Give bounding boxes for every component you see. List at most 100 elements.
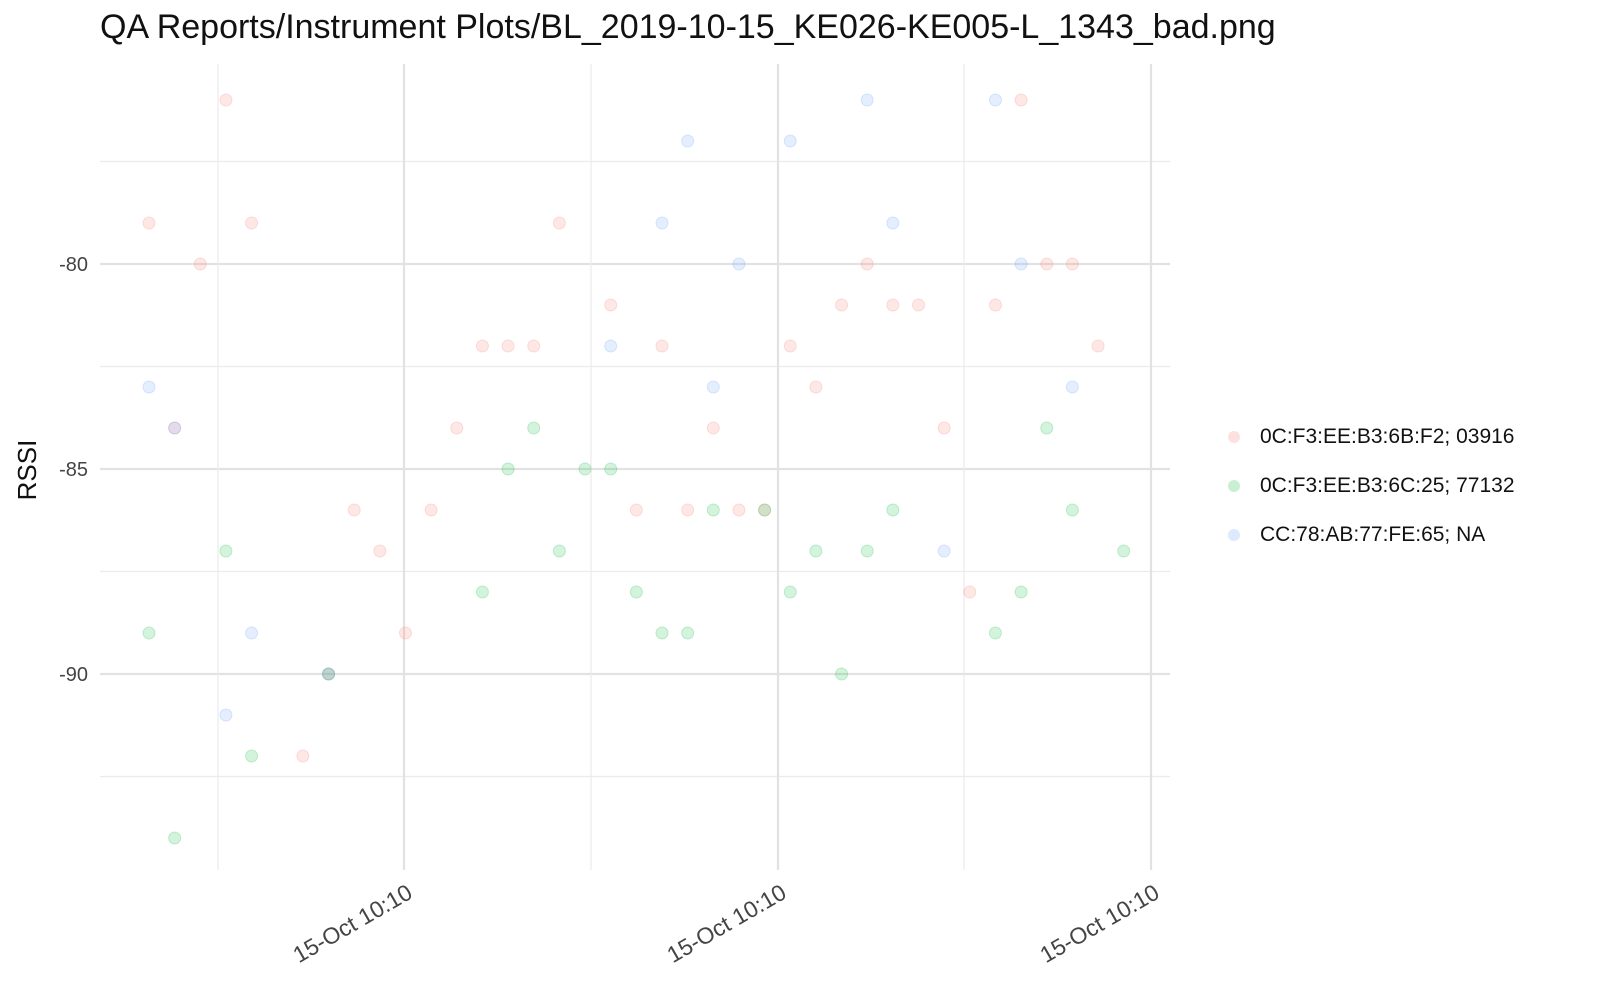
data-point	[886, 503, 900, 517]
data-point	[527, 339, 541, 353]
data-point	[912, 298, 925, 312]
data-point	[988, 298, 1002, 312]
data-point	[988, 93, 1002, 107]
data-point	[655, 339, 669, 353]
legend-item: 0C:F3:EE:B3:6C:25; 77132	[1226, 461, 1515, 510]
data-point	[629, 503, 643, 517]
legend-label: 0C:F3:EE:B3:6B:F2; 03916	[1260, 424, 1515, 448]
data-point	[860, 93, 874, 107]
data-point	[552, 544, 566, 558]
data-point	[168, 831, 182, 845]
data-point	[168, 421, 182, 435]
points-layer	[142, 93, 1131, 845]
data-point	[809, 380, 823, 394]
y-tick-label: -80	[59, 254, 88, 276]
data-point	[424, 503, 438, 517]
data-point	[835, 298, 849, 312]
data-point	[245, 216, 259, 230]
legend-item: 0C:F3:EE:B3:6B:F2; 03916	[1226, 412, 1515, 461]
data-point	[1117, 544, 1131, 558]
data-point	[604, 462, 618, 476]
data-point	[450, 421, 464, 435]
chart-title: QA Reports/Instrument Plots/BL_2019-10-1…	[100, 8, 1276, 46]
data-point	[322, 667, 336, 681]
data-point	[758, 503, 772, 517]
data-point	[142, 216, 156, 230]
grid-layer	[100, 64, 1170, 870]
data-point	[501, 462, 515, 476]
legend-item: CC:78:AB:77:FE:65; NA	[1226, 510, 1515, 559]
data-point	[604, 339, 618, 353]
data-point	[655, 216, 669, 230]
axis-layer: -80 -85 -90 15-Oct 10:10 15-Oct 10:10 15-Oct …	[12, 254, 1164, 968]
data-point	[219, 93, 233, 107]
data-point	[1040, 257, 1054, 271]
data-point	[578, 462, 592, 476]
data-point	[655, 626, 669, 640]
y-tick-label: -90	[59, 664, 88, 686]
data-point	[193, 257, 207, 271]
data-point	[1014, 93, 1028, 107]
x-tick-label: 15-Oct 10:10	[288, 879, 416, 968]
legend-key	[1226, 429, 1242, 445]
data-point	[681, 626, 695, 640]
data-point	[296, 749, 310, 763]
data-point	[1065, 503, 1079, 517]
data-point	[168, 421, 182, 435]
data-point	[783, 585, 797, 599]
data-point	[886, 216, 900, 230]
data-point	[245, 749, 259, 763]
data-point	[373, 544, 387, 558]
data-point	[142, 380, 156, 394]
data-point	[604, 298, 618, 312]
data-point	[681, 503, 695, 517]
data-point	[347, 503, 361, 517]
data-point	[1065, 257, 1079, 271]
data-point	[629, 585, 643, 599]
data-point	[322, 667, 336, 681]
data-point	[1065, 380, 1079, 394]
data-point	[963, 585, 977, 599]
data-point	[706, 421, 720, 435]
data-point	[1014, 257, 1028, 271]
data-point	[732, 503, 746, 517]
data-point	[322, 667, 336, 681]
data-point	[783, 134, 797, 148]
data-point	[552, 216, 566, 230]
legend: 0C:F3:EE:B3:6B:F2; 03916 0C:F3:EE:B3:6C:2…	[1226, 412, 1515, 559]
data-point	[142, 626, 156, 640]
data-point	[860, 257, 874, 271]
data-point	[886, 298, 900, 312]
data-point	[475, 339, 489, 353]
data-point	[501, 339, 515, 353]
data-point	[706, 503, 720, 517]
data-point	[809, 544, 823, 558]
y-tick-label: -85	[59, 459, 88, 481]
data-point	[758, 503, 772, 517]
y-axis-label: RSSI	[12, 440, 42, 501]
data-point	[1091, 339, 1105, 353]
data-point	[706, 380, 720, 394]
x-tick-label: 15-Oct 10:10	[1035, 879, 1163, 968]
data-point	[245, 626, 259, 640]
data-point	[835, 667, 849, 681]
data-point	[860, 544, 874, 558]
data-point	[1040, 421, 1054, 435]
x-tick-label: 15-Oct 10:10	[662, 879, 790, 968]
legend-label: CC:78:AB:77:FE:65; NA	[1260, 522, 1486, 546]
data-point	[681, 134, 695, 148]
data-point	[988, 626, 1002, 640]
legend-key	[1226, 527, 1242, 543]
legend-label: 0C:F3:EE:B3:6C:25; 77132	[1260, 473, 1515, 497]
data-point	[937, 544, 951, 558]
data-point	[399, 626, 412, 640]
data-point	[732, 257, 746, 271]
data-point	[783, 339, 797, 353]
data-point	[937, 421, 951, 435]
data-point	[219, 708, 233, 722]
data-point	[475, 585, 489, 599]
legend-key	[1226, 478, 1242, 494]
data-point	[527, 421, 541, 435]
data-point	[219, 544, 233, 558]
